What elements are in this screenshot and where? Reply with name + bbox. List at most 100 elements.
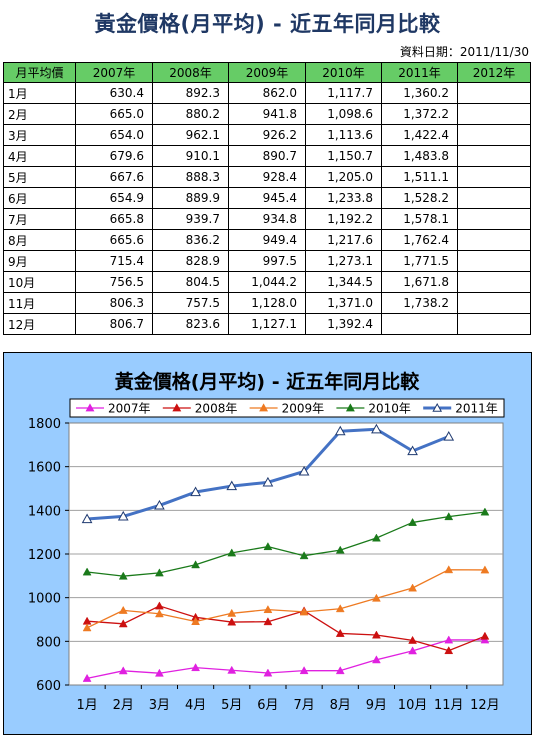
- series-2008-point: [263, 617, 273, 626]
- series-2009-point: [118, 605, 128, 614]
- month-cell: 11月: [3, 292, 76, 314]
- price-cell: 890.7: [228, 145, 306, 167]
- price-cell: 756.5: [75, 271, 153, 293]
- table-row: 2月 665.0 880.2 941.8 1,098.6 1,372.2: [3, 103, 531, 125]
- series-2009-point: [444, 565, 454, 574]
- series-2011-point: [334, 425, 346, 436]
- price-cell: 654.9: [75, 187, 153, 209]
- price-cell: 1,392.4: [305, 313, 382, 335]
- price-cell: 1,422.4: [381, 124, 458, 146]
- price-cell: 889.9: [152, 187, 229, 209]
- series-2010-point: [480, 507, 490, 516]
- price-cell: 1,150.7: [305, 145, 382, 167]
- x-tick-label: 8月: [330, 698, 351, 713]
- price-cell: 1,233.8: [305, 187, 382, 209]
- table-row: 6月 654.9 889.9 945.4 1,233.8 1,528.2: [3, 187, 531, 209]
- price-cell: 806.3: [75, 292, 153, 314]
- month-cell: 9月: [3, 250, 76, 272]
- price-cell: [457, 166, 531, 188]
- price-cell: 1,762.4: [381, 229, 458, 251]
- price-cell: 804.5: [152, 271, 229, 293]
- series-2007-point: [263, 668, 273, 677]
- series-2010-point: [444, 512, 454, 521]
- legend-label: 2007年: [108, 402, 151, 416]
- series-2010-point: [227, 548, 237, 557]
- series-2008-point: [371, 630, 381, 639]
- series-2007-line: [86, 639, 485, 679]
- price-cell: 1,738.2: [381, 292, 458, 314]
- price-cell: [457, 208, 531, 230]
- series-2008-point: [154, 601, 164, 610]
- series-2010-point: [335, 545, 345, 554]
- price-cell: 665.0: [75, 103, 153, 125]
- series-2007-point: [335, 666, 345, 675]
- table-row: 7月 665.8 939.7 934.8 1,192.2 1,578.1: [3, 208, 531, 230]
- y-tick-label: 1600: [28, 461, 61, 476]
- series-2011-point: [190, 486, 201, 497]
- series-2009-point: [263, 605, 273, 614]
- series-2008-point: [118, 619, 128, 628]
- price-cell: 806.7: [75, 313, 153, 335]
- series-2009-point: [408, 583, 418, 592]
- legend-label: 2011年: [455, 402, 498, 416]
- price-cell: [457, 82, 531, 104]
- series-2010-point: [191, 560, 201, 569]
- series-2007-point: [227, 665, 237, 674]
- price-cell: 823.6: [152, 313, 229, 335]
- price-cell: 939.7: [152, 208, 229, 230]
- month-cell: 12月: [3, 313, 76, 335]
- x-tick-label: 1月: [76, 698, 97, 713]
- table-row: 4月 679.6 910.1 890.7 1,150.7 1,483.8: [3, 145, 531, 167]
- price-cell: 715.4: [75, 250, 153, 272]
- price-cell: 1,113.6: [305, 124, 382, 146]
- x-tick-label: 6月: [257, 698, 278, 713]
- price-cell: 1,372.2: [381, 103, 458, 125]
- month-cell: 4月: [3, 145, 76, 167]
- series-2010-point: [154, 568, 164, 577]
- x-tick-label: 3月: [149, 698, 170, 713]
- price-cell: 934.8: [228, 208, 306, 230]
- price-cell: 1,771.5: [381, 250, 458, 272]
- series-2010-point: [299, 551, 309, 560]
- price-cell: 1,044.2: [228, 271, 306, 293]
- series-2011-point: [154, 499, 165, 510]
- month-cell: 5月: [3, 166, 76, 188]
- legend-swatch-marker: [432, 402, 443, 412]
- legend-label: 2009年: [282, 402, 325, 416]
- price-cell: [457, 271, 531, 293]
- series-2007-point: [82, 673, 92, 682]
- price-cell: [457, 229, 531, 251]
- legend-label: 2008年: [195, 402, 238, 416]
- series-2009-point: [335, 604, 345, 613]
- data-date-label: 資料日期：2011/11/30: [399, 45, 529, 59]
- series-2007-point: [371, 655, 381, 664]
- price-cell: 1,671.8: [381, 271, 458, 293]
- price-cell: 926.2: [228, 124, 306, 146]
- price-cell: 1,205.0: [305, 166, 382, 188]
- series-2011-point: [371, 423, 382, 434]
- series-2009-point: [82, 623, 92, 632]
- price-cell: 654.0: [75, 124, 153, 146]
- price-cell: 1,511.1: [381, 166, 458, 188]
- price-cell: 1,483.8: [381, 145, 458, 167]
- series-2007-point: [299, 666, 309, 675]
- series-2010-line: [87, 511, 485, 577]
- x-tick-label: 10月: [398, 698, 428, 713]
- series-2007-point: [118, 666, 128, 675]
- chart-title: 黃金價格(月平均) - 近五年同月比較: [115, 370, 420, 393]
- x-tick-label: 12月: [470, 698, 500, 713]
- series-2007-point: [191, 663, 201, 672]
- series-2011-point: [443, 430, 455, 441]
- price-cell: [457, 124, 531, 146]
- y-tick-label: 1000: [28, 592, 61, 607]
- series-2008-line: [87, 605, 486, 652]
- price-cell: 1,128.0: [228, 292, 306, 314]
- price-cell: 1,528.2: [381, 187, 458, 209]
- price-cell: [457, 145, 531, 167]
- series-2008-point: [335, 628, 345, 637]
- price-cell: 1,578.1: [381, 208, 458, 230]
- table-row: 3月 654.0 962.1 926.2 1,113.6 1,422.4: [3, 124, 531, 146]
- series-2011-point: [407, 445, 418, 456]
- x-tick-label: 7月: [293, 698, 314, 713]
- series-2010-point: [263, 542, 273, 551]
